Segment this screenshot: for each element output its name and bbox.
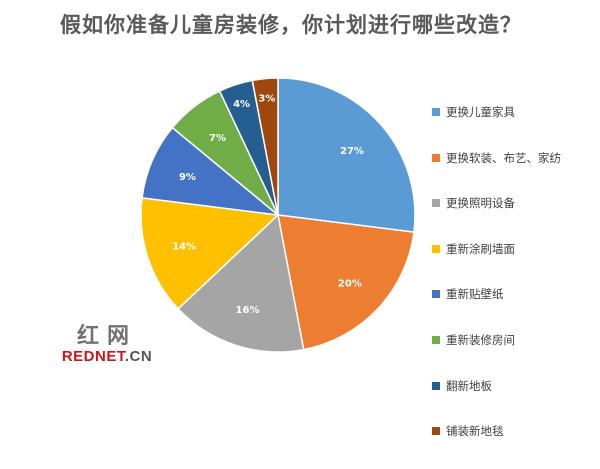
legend-swatch-5	[432, 290, 440, 299]
legend-item-2: 更换软装、布艺、家纺	[432, 150, 561, 166]
pie-data-label-7: 4%	[233, 99, 250, 110]
legend-swatch-2	[432, 153, 440, 162]
legend-swatch-6	[432, 335, 440, 344]
pie-slice-3	[177, 213, 305, 353]
watermark-chinese: 红网	[76, 323, 137, 349]
pie-data-label-8: 3%	[258, 94, 275, 105]
legend-item-4: 重新涂刷墙面	[432, 241, 561, 257]
legend-label-4: 重新涂刷墙面	[446, 241, 515, 256]
legend-item-1: 更换儿童家具	[432, 104, 561, 120]
pie-data-label-4: 14%	[172, 241, 196, 252]
pie-slice-4	[140, 196, 280, 310]
legend-label-5: 重新贴壁纸	[446, 287, 504, 302]
chart-title: 假如你准备儿童房装修，你计划进行哪些改造？	[60, 13, 522, 37]
watermark-english: REDNET.CN	[52, 348, 162, 365]
pie-data-label-5: 9%	[179, 172, 196, 183]
legend-swatch-8	[432, 427, 440, 436]
chart-legend: 更换儿童家具更换软装、布艺、家纺 更换照明设备 重新涂刷墙面 重新贴壁纸重新装修房间翻…	[432, 104, 561, 469]
legend-label-3: 更换照明设备	[446, 196, 515, 211]
pie-data-label-2: 20%	[338, 279, 362, 290]
legend-item-6: 重新装修房间	[432, 332, 561, 348]
legend-label-7: 翻新地板	[446, 378, 492, 393]
pie-slice-8	[251, 77, 279, 216]
pie-data-label-6: 7%	[209, 133, 226, 144]
legend-label-8: 铺装新地毯	[446, 424, 504, 439]
pie-data-label-3: 16%	[236, 305, 260, 316]
legend-swatch-3	[432, 199, 440, 208]
legend-label-1: 更换儿童家具	[446, 105, 515, 119]
legend-item-8: 铺装新地毯	[432, 423, 561, 439]
legend-item-5: 重新贴壁纸	[432, 286, 561, 302]
legend-swatch-4	[432, 244, 440, 253]
pie-data-label-1: 27%	[340, 146, 364, 157]
watermark-rednet: REDNET	[61, 348, 125, 365]
legend-item-7: 翻新地板	[432, 378, 561, 394]
pie-slice-2	[277, 214, 415, 351]
legend-item-3: 更换照明设备	[432, 195, 561, 211]
rednet-watermark: 红网 REDNET.CN	[52, 318, 162, 365]
legend-swatch-1	[432, 108, 440, 116]
watermark-cn: .CN	[124, 348, 153, 365]
legend-label-6: 重新装修房间	[446, 332, 515, 347]
pie-slice-1	[277, 77, 416, 234]
legend-label-2: 更换软装、布艺、家纺	[446, 150, 561, 165]
legend-swatch-7	[432, 381, 440, 390]
pie-chart: 27% 20% 16% 14% 9% 7% 4% 3%	[140, 77, 416, 353]
